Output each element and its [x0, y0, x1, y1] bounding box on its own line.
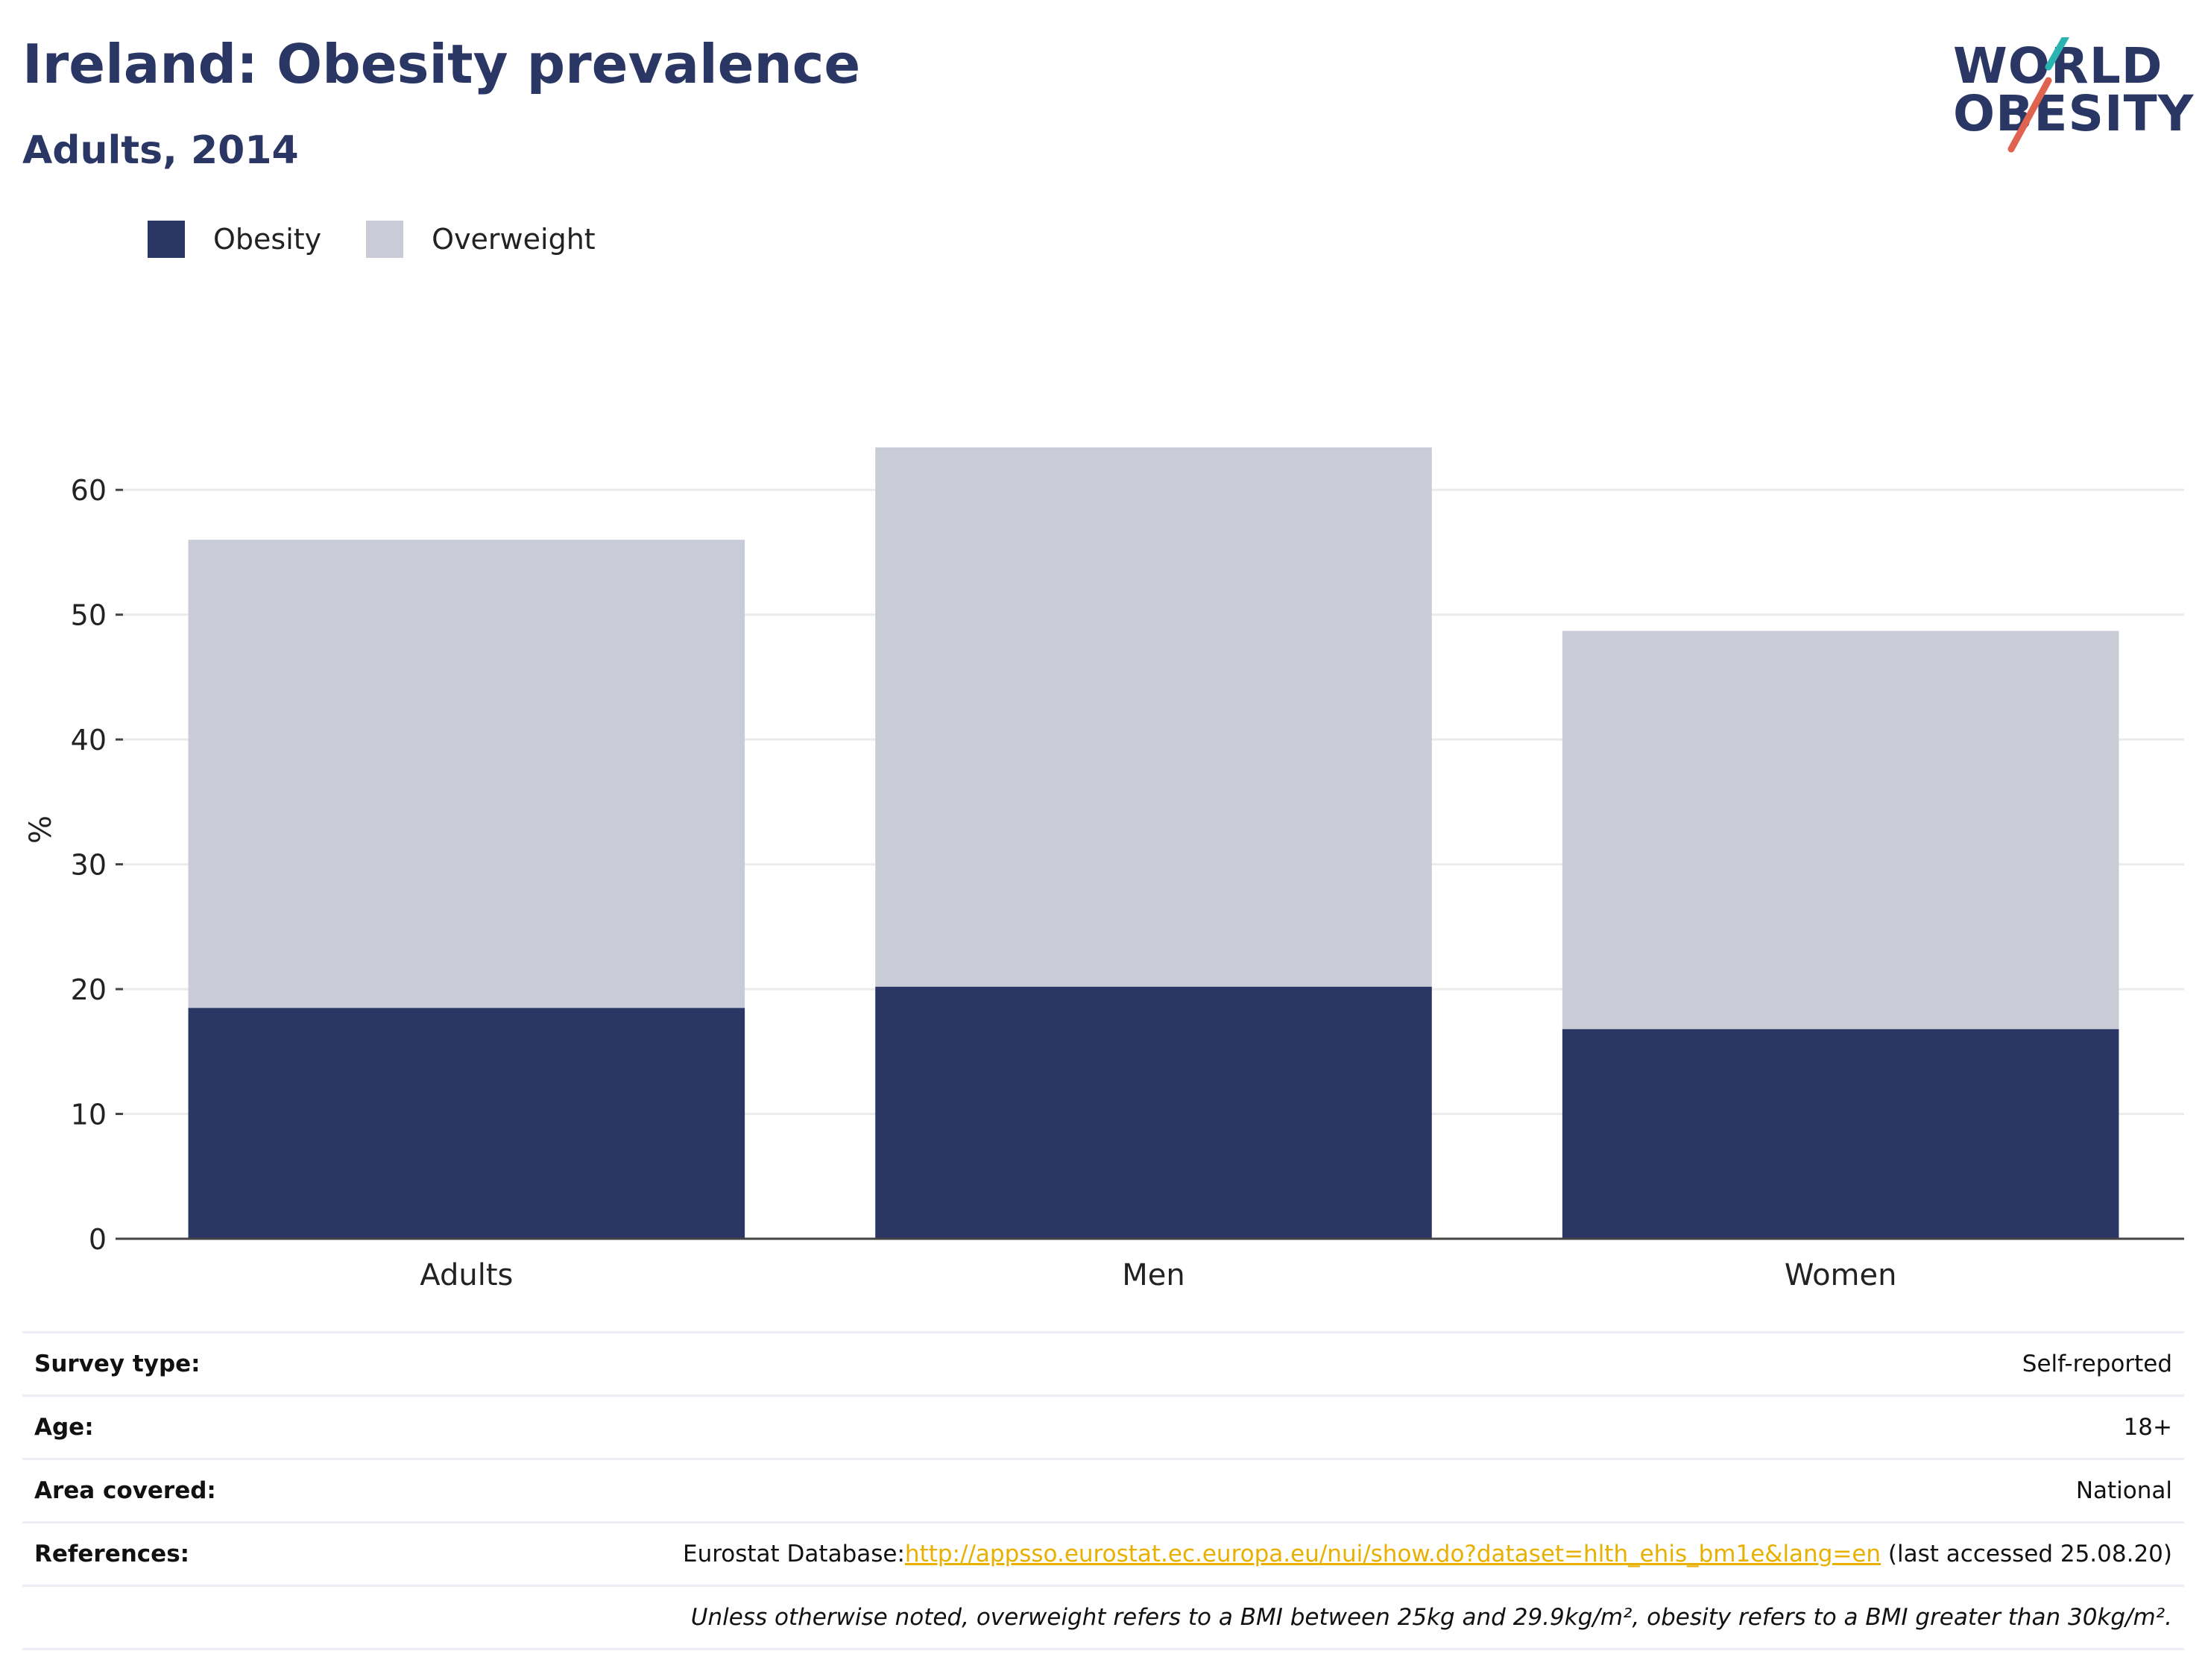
y-tick-label: 40	[71, 724, 107, 757]
bar-overweight-women	[1562, 631, 2119, 1029]
references-value: Eurostat Database:http://appsso.eurostat…	[344, 1521, 2184, 1586]
y-tick-label: 30	[71, 849, 107, 882]
logo-line-2: OBESITY	[1953, 85, 2195, 142]
references-label: References:	[22, 1521, 344, 1586]
area-covered-label: Area covered:	[22, 1458, 344, 1523]
area-covered-value: National	[344, 1458, 2184, 1523]
legend-swatch-obesity	[148, 221, 185, 258]
info-row-references: References: Eurostat Database:http://app…	[22, 1521, 2184, 1586]
survey-info-table: Survey type: Self-reported Age: 18+ Area…	[22, 1331, 2184, 1650]
age-label: Age:	[22, 1395, 344, 1459]
info-row-survey-type: Survey type: Self-reported	[22, 1331, 2184, 1396]
survey-type-value: Self-reported	[344, 1331, 2184, 1396]
references-suffix: (last accessed 25.08.20)	[1881, 1541, 2172, 1567]
bar-chart: 0 10 20 30 40 50 60 Adults Men Women	[71, 447, 2184, 1292]
legend-label-obesity: Obesity	[213, 223, 322, 256]
bar-obesity-men	[875, 986, 1432, 1239]
y-tick-label: 20	[71, 973, 107, 1006]
age-value: 18+	[344, 1395, 2184, 1459]
references-link[interactable]: http://appsso.eurostat.ec.europa.eu/nui/…	[904, 1541, 1881, 1567]
bar-overweight-men	[875, 447, 1432, 987]
bar-obesity-women	[1562, 1029, 2119, 1239]
chart-title: Ireland: Obesity prevalence	[22, 33, 861, 95]
references-prefix: Eurostat Database:	[682, 1541, 905, 1567]
chart-legend: Obesity Overweight	[148, 221, 640, 258]
legend-swatch-overweight	[366, 221, 404, 258]
y-tick-label: 0	[89, 1223, 107, 1256]
y-tick-label: 60	[71, 474, 107, 507]
x-tick-label: Adults	[420, 1258, 513, 1292]
chart-subtitle: Adults, 2014	[22, 128, 299, 173]
survey-type-label: Survey type:	[22, 1331, 344, 1396]
bar-obesity-adults	[188, 1008, 745, 1239]
world-obesity-logo: WORLD OBESITY	[1946, 37, 2193, 157]
logo-slash-icon	[2007, 37, 2070, 153]
y-tick-label: 50	[71, 599, 107, 632]
info-row-area: Area covered: National	[22, 1458, 2184, 1523]
legend-label-overweight: Overweight	[432, 223, 596, 256]
bar-overweight-adults	[188, 540, 745, 1008]
x-tick-label: Men	[1122, 1258, 1184, 1292]
info-row-note: Unless otherwise noted, overweight refer…	[22, 1585, 2184, 1650]
legend-item-overweight[interactable]: Overweight	[366, 221, 596, 258]
legend-item-obesity[interactable]: Obesity	[148, 221, 321, 258]
y-tick-label: 10	[71, 1099, 107, 1131]
info-row-age: Age: 18+	[22, 1395, 2184, 1459]
bmi-definition-note: Unless otherwise noted, overweight refer…	[344, 1585, 2184, 1650]
x-tick-label: Women	[1785, 1258, 1897, 1292]
